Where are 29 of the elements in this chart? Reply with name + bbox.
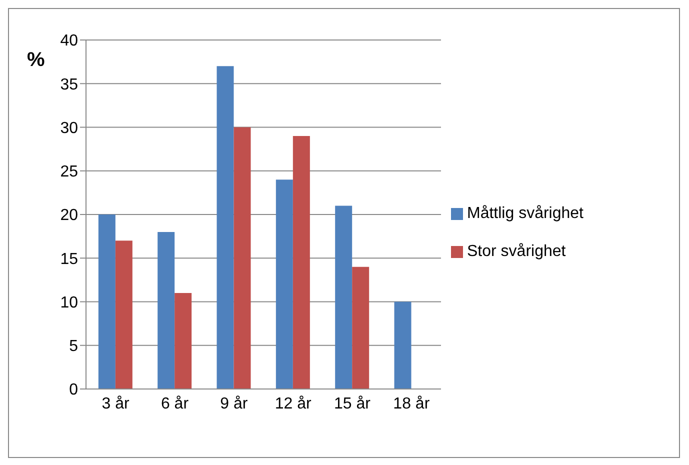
x-tick-label: 3 år: [102, 395, 130, 412]
bar: [394, 302, 412, 389]
x-tick-label: 12 år: [274, 395, 312, 412]
x-tick-label: 9 år: [220, 395, 248, 412]
x-tick-label: 15 år: [334, 395, 372, 412]
bar: [234, 127, 251, 389]
bar: [98, 214, 116, 389]
x-tick-label: 6 år: [160, 395, 190, 412]
y-tick-label: 0: [69, 382, 78, 399]
y-tick-label: 20: [60, 207, 78, 224]
y-axis-title: %: [27, 49, 45, 72]
y-tick-label: 35: [60, 76, 78, 94]
y-tick-label: 30: [60, 120, 78, 137]
bar: [216, 66, 234, 389]
bar: [335, 206, 352, 389]
y-tick-label: 5: [69, 338, 78, 356]
bar: [352, 266, 370, 389]
bar: [292, 136, 310, 389]
bar: [115, 240, 132, 389]
y-tick-label: 40: [60, 32, 78, 50]
y-tick-label: 10: [60, 294, 78, 312]
legend-label: Stor svårighet: [467, 243, 566, 260]
x-tick-label: 18 år: [393, 395, 430, 412]
bar: [276, 180, 293, 389]
legend-label: Måttlig svårighet: [467, 205, 584, 222]
bar: [174, 293, 192, 389]
bar: [158, 232, 175, 389]
y-tick-label: 25: [60, 164, 78, 181]
y-tick-label: 15: [60, 250, 78, 268]
